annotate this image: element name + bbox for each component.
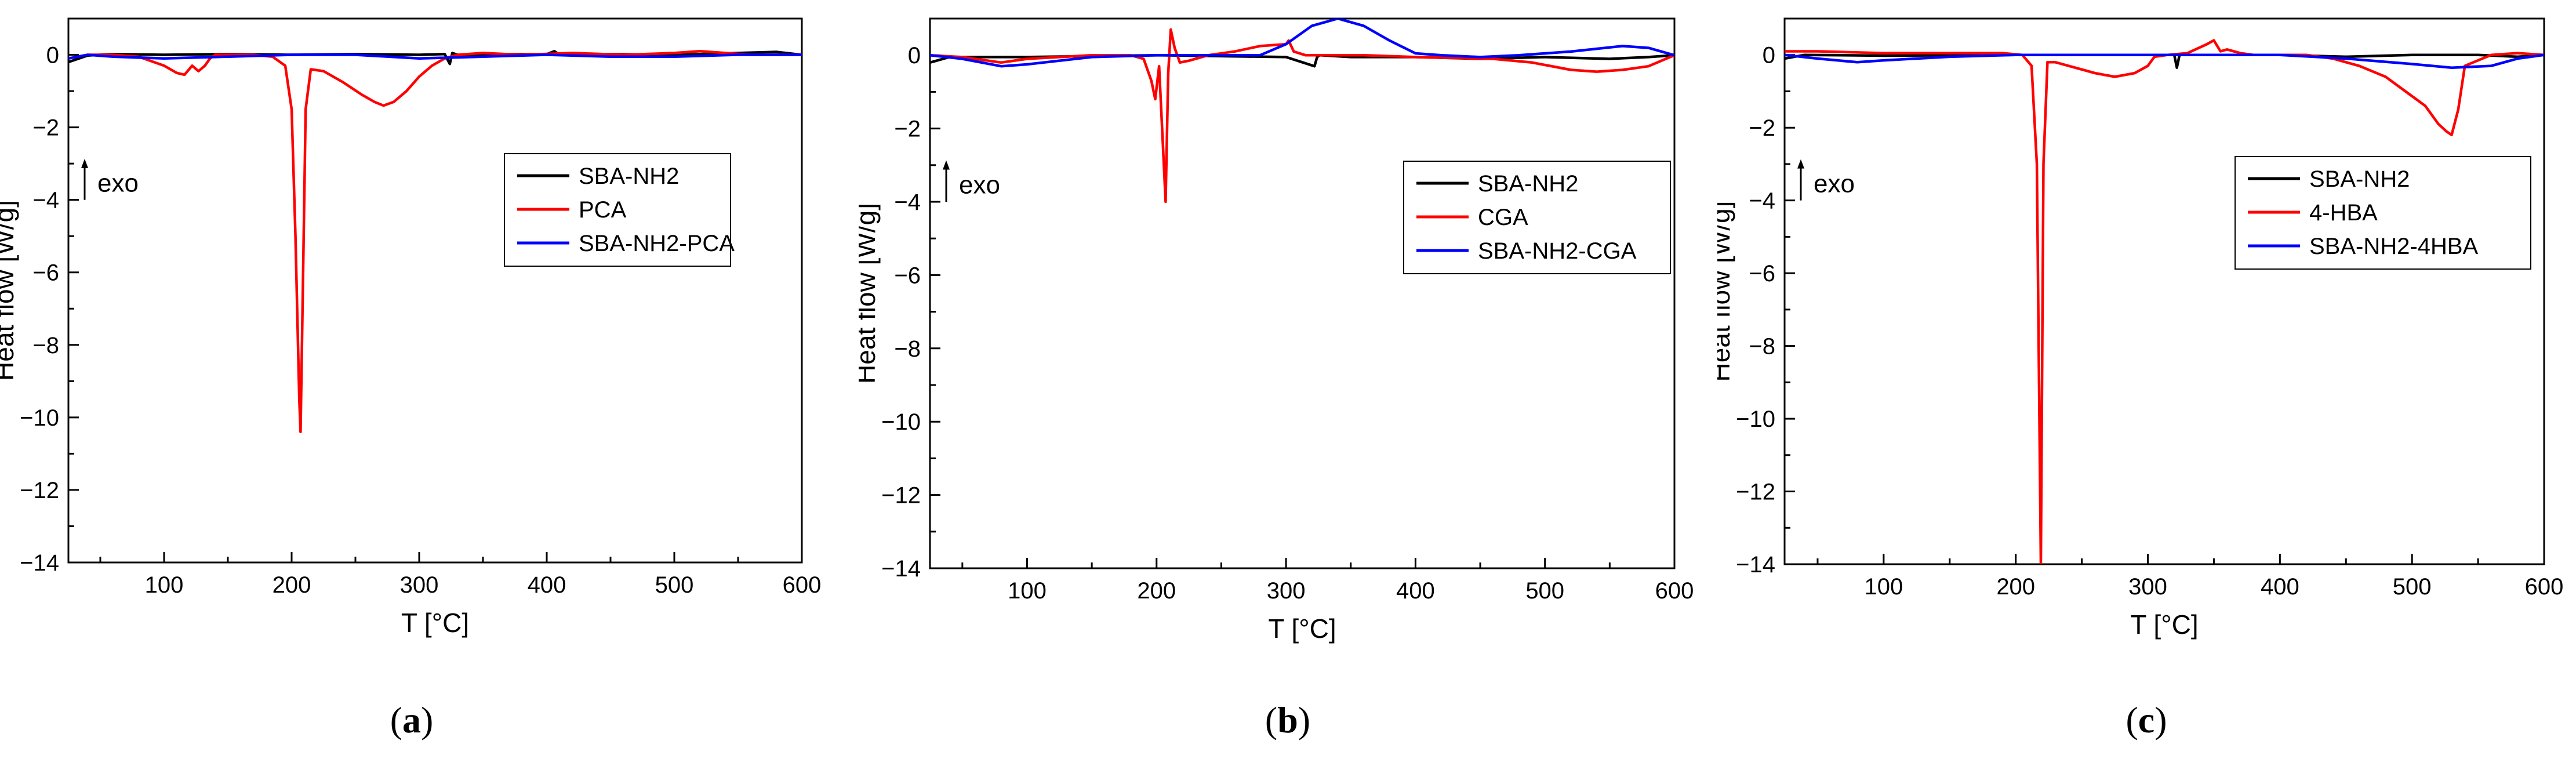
y-tick-label: −14: [881, 556, 921, 582]
y-tick-label: −12: [20, 478, 59, 503]
x-tick-label: 200: [273, 572, 311, 598]
x-tick-label: 500: [2393, 574, 2432, 600]
y-tick-label: 0: [46, 43, 59, 68]
x-tick-label: 400: [1396, 578, 1435, 604]
x-tick-label: 300: [400, 572, 439, 598]
caption-a: (a): [354, 699, 470, 742]
y-tick-label: −8: [894, 336, 921, 362]
exo-label: exo: [959, 171, 1000, 199]
plot-frame: [67, 17, 803, 564]
y-tick-label: −6: [32, 260, 59, 286]
series-line-pca: [88, 50, 802, 434]
x-tick-label: 500: [655, 572, 694, 598]
y-tick-label: −6: [1749, 261, 1775, 286]
series-group: [930, 19, 1674, 204]
x-tick-label: 200: [1137, 578, 1176, 604]
y-tick-label: −4: [1749, 188, 1775, 214]
caption-letter: b: [1277, 699, 1298, 740]
x-tick-label: 600: [2525, 574, 2564, 600]
caption-open: (: [1265, 699, 1278, 740]
y-tick-label: −14: [20, 550, 59, 576]
y-tick-label: −8: [32, 333, 59, 358]
chart-c: 100 200 300 400 500 600 0 −2 −4 −6 −8 −10 −12 −14 T [°…: [1717, 17, 2564, 640]
chart-b: 100 200 300 400 500 600 0 −2 −4 −6 −8 −10 −12 −14 T [°…: [859, 17, 1694, 644]
plot-frame: [1783, 17, 2545, 565]
caption-open: (: [390, 699, 402, 740]
x-axis-title: T [°C]: [2130, 609, 2198, 640]
y-tick-label: −12: [1736, 480, 1775, 505]
x-tick-label: 300: [1267, 578, 1306, 604]
y-tick-label: −4: [894, 190, 921, 215]
x-tick-label: 100: [1008, 578, 1047, 604]
legend-entry: SBA-NH2-CGA: [1478, 238, 1637, 264]
panel-b: 100 200 300 400 500 600 0 −2 −4 −6 −8 −10 −12 −14 T [°…: [859, 0, 1717, 766]
legend-entry: SBA-NH2-PCA: [579, 231, 735, 256]
series-line-sba-nh2-pca: [68, 53, 802, 60]
y-tick-label: −8: [1749, 334, 1775, 360]
exo-label: exo: [1814, 169, 1855, 198]
x-tick-label: 200: [1996, 574, 2035, 600]
y-tick-label: −10: [881, 409, 921, 435]
caption-letter: a: [402, 699, 421, 740]
caption-c: (c): [2088, 699, 2204, 742]
y-tick-label: −10: [20, 405, 59, 431]
y-tick-label: −12: [881, 483, 921, 509]
exo-arrow-head: [1797, 159, 1804, 169]
y-axis-title: Heat flow [W/g]: [859, 203, 881, 384]
y-tick-label: −4: [32, 188, 59, 213]
exo-arrow-head: [943, 160, 950, 170]
exo-arrow-head: [81, 158, 88, 168]
x-tick-label: 400: [2261, 574, 2299, 600]
x-tick-label: 400: [528, 572, 566, 598]
caption-close: ): [1298, 699, 1311, 740]
x-tick-label: 100: [1864, 574, 1903, 600]
x-axis-title: T [°C]: [401, 608, 469, 638]
caption-b: (b): [1230, 699, 1346, 742]
caption-letter: c: [2138, 699, 2155, 740]
legend-entry: SBA-NH2: [579, 164, 679, 189]
series-line-4-hba: [1785, 39, 2544, 564]
caption-close: ): [421, 699, 434, 740]
y-axis-title: Heat flow [W/g]: [0, 200, 19, 381]
x-axis-title: T [°C]: [1268, 613, 1336, 644]
legend-entry: 4-HBA: [2309, 200, 2378, 226]
legend-entry: SBA-NH2: [1478, 171, 1578, 197]
legend-entry: SBA-NH2: [2309, 166, 2410, 192]
panel-c: 100 200 300 400 500 600 0 −2 −4 −6 −8 −10 −12 −14 T [°…: [1717, 0, 2576, 766]
caption-open: (: [2126, 699, 2138, 740]
y-tick-label: −14: [1736, 552, 1775, 578]
x-tick-label: 100: [145, 572, 184, 598]
plot-frame: [929, 17, 1676, 569]
series-line-sba-nh2-4hba: [1785, 53, 2544, 69]
series-group: [68, 50, 802, 434]
y-tick-label: −2: [1749, 115, 1775, 141]
y-tick-label: 0: [1763, 43, 1775, 68]
exo-label: exo: [97, 169, 139, 198]
legend-entry: CGA: [1478, 205, 1528, 230]
series-group: [1785, 39, 2544, 564]
caption-close: ): [2154, 699, 2167, 740]
x-tick-label: 600: [1655, 578, 1694, 604]
legend-entry: SBA-NH2-4HBA: [2309, 234, 2479, 259]
chart-a: 100 200 300 400 500 600 0 −2 −4 −6 −8 −10 −12 −14 T [°…: [0, 17, 822, 638]
y-axis-title: Heat flow [W/g]: [1717, 201, 1735, 382]
y-tick-label: −10: [1736, 406, 1775, 432]
y-tick-label: −6: [894, 263, 921, 288]
y-tick-label: 0: [908, 43, 921, 68]
series-line-sba-nh2-cga: [930, 19, 1674, 68]
x-tick-label: 500: [1525, 578, 1564, 604]
legend-entry: PCA: [579, 197, 627, 223]
x-tick-label: 300: [2128, 574, 2167, 600]
panel-a: 100 200 300 400 500 600 0 −2 −4 −6 −8 −10 −12 −14 T [°…: [0, 0, 859, 766]
y-tick-label: −2: [32, 115, 59, 141]
x-tick-label: 600: [783, 572, 822, 598]
y-tick-label: −2: [894, 117, 921, 142]
